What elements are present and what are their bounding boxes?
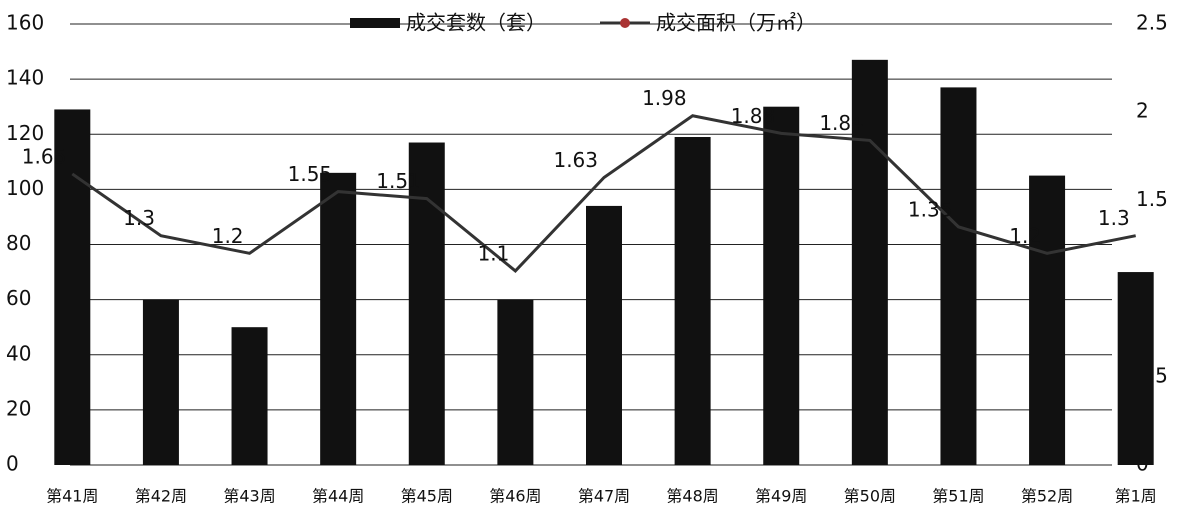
bar [142, 299, 179, 465]
legend-swatch [350, 18, 400, 28]
bar [851, 59, 888, 466]
y-tick-label: 80 [6, 231, 31, 255]
data-label: 1.2 [212, 224, 244, 248]
bar [231, 327, 268, 465]
y-tick-label: 160 [6, 11, 44, 35]
x-tick-label: 第46周 [489, 487, 541, 506]
y2-tick-label: 2 [1136, 99, 1149, 123]
x-tick-label: 第48周 [666, 487, 718, 506]
x-tick-label: 第50周 [844, 487, 896, 506]
bar [497, 299, 534, 465]
bar [320, 172, 357, 465]
bar [54, 109, 91, 465]
bar [1117, 272, 1154, 465]
x-tick-label: 第49周 [755, 487, 807, 506]
data-label: 1.65 [22, 144, 67, 168]
y-tick-label: 140 [6, 66, 44, 90]
data-label: 1.88 [731, 104, 776, 128]
x-tick-label: 第44周 [312, 487, 364, 506]
x-tick-label: 第47周 [578, 487, 630, 506]
y-tick-label: 20 [6, 396, 31, 420]
data-label: 1.3 [123, 206, 155, 230]
bar [940, 87, 977, 466]
data-label: 1.98 [642, 86, 687, 110]
data-label: 1.51 [376, 169, 421, 193]
x-tick-label: 第42周 [135, 487, 187, 506]
data-label: 1.2 [1009, 224, 1041, 248]
data-label: 1.84 [819, 111, 864, 135]
x-tick-label: 第1周 [1115, 487, 1157, 506]
y2-tick-label: 1.5 [1136, 187, 1168, 211]
bar [586, 205, 622, 465]
legend-label: 成交套数（套） [406, 11, 546, 35]
y-tick-label: 60 [6, 286, 31, 310]
data-label: 1.35 [908, 197, 953, 221]
x-tick-label: 第45周 [401, 487, 453, 506]
y-tick-label: 120 [6, 121, 44, 145]
legend-label: 成交面积（万㎡） [656, 11, 816, 35]
data-label: 1.3 [1098, 206, 1130, 230]
bar [763, 106, 800, 465]
bar [1029, 175, 1066, 465]
bar [674, 137, 711, 465]
y-tick-label: 100 [6, 176, 44, 200]
data-label: 1.55 [288, 162, 333, 186]
y-tick-label: 40 [6, 341, 31, 365]
legend-marker [620, 18, 630, 28]
x-tick-label: 第43周 [223, 487, 275, 506]
data-label: 1.1 [478, 241, 510, 265]
y2-tick-label: 2.5 [1136, 11, 1168, 35]
x-tick-label: 第41周 [46, 487, 98, 506]
x-tick-label: 第51周 [932, 487, 984, 506]
x-tick-label: 第52周 [1021, 487, 1073, 506]
line [71, 114, 1136, 274]
y-tick-label: 0 [6, 452, 19, 476]
data-label: 1.63 [553, 148, 598, 172]
